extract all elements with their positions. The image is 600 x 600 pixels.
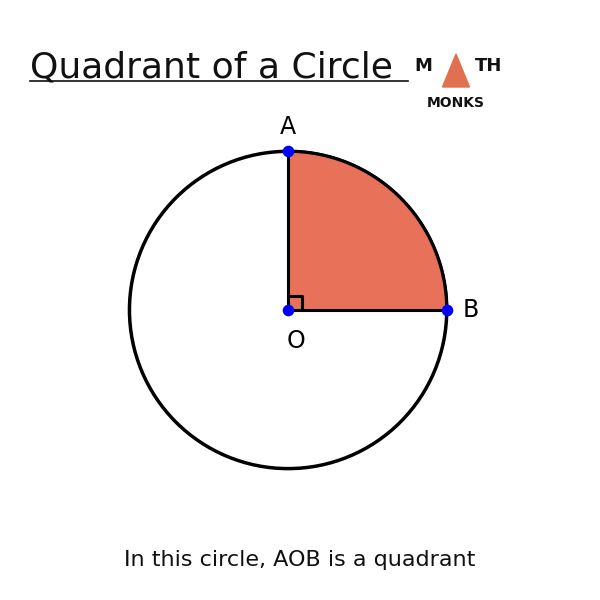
Point [283, 305, 293, 315]
Point [283, 146, 293, 156]
Polygon shape [288, 151, 447, 310]
Text: MONKS: MONKS [427, 96, 485, 110]
Text: A: A [280, 115, 296, 139]
Text: In this circle, AOB is a quadrant: In this circle, AOB is a quadrant [124, 550, 476, 570]
Point [442, 305, 452, 315]
Text: B: B [463, 298, 479, 322]
Text: TH: TH [475, 57, 503, 75]
Text: O: O [287, 329, 305, 353]
Text: M: M [414, 57, 432, 75]
Text: Quadrant of a Circle: Quadrant of a Circle [30, 51, 393, 85]
